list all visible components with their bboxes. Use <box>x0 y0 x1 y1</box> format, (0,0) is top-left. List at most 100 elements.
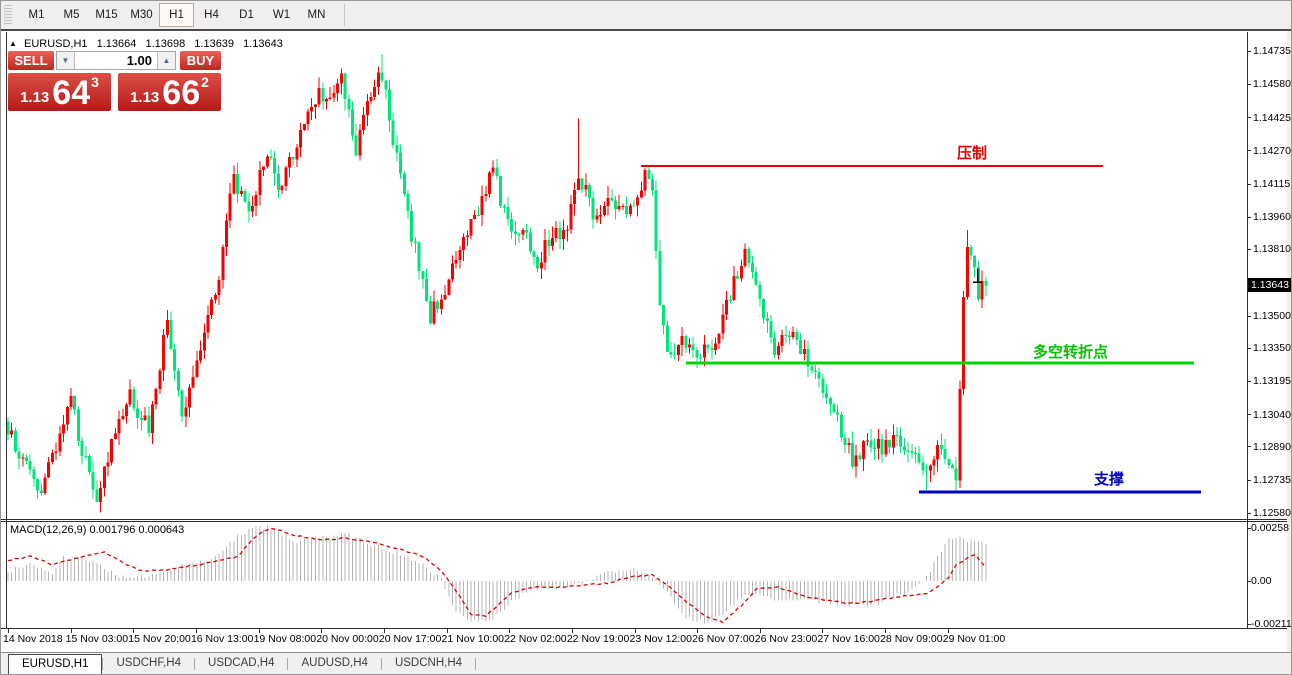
timeframe-button-m15[interactable]: M15 <box>95 9 118 21</box>
time-axis-label: 15 Nov 03:00 <box>65 633 129 645</box>
price-axis-label: 1.13040 <box>1253 408 1291 421</box>
tab-separator <box>194 658 196 670</box>
resistance-annotation-label[interactable]: 压制 <box>957 145 988 162</box>
price-axis-label: 1.14270 <box>1253 144 1291 157</box>
tab-audusd-h4[interactable]: AUDUSD,H4 <box>301 657 368 669</box>
time-axis-label: 27 Nov 16:00 <box>817 633 880 645</box>
time-axis-tick <box>885 629 887 633</box>
sell-button[interactable]: SELL <box>8 51 54 70</box>
chart-background[interactable] <box>1 31 1287 652</box>
panel-divider-top[interactable] <box>1 519 1287 520</box>
annotation-lines[interactable] <box>641 164 1201 494</box>
price-axis-tick <box>1247 446 1251 448</box>
panel-divider-bottom[interactable] <box>1 521 1287 522</box>
toolbar-grip-icon[interactable] <box>4 5 12 25</box>
tab-eurusd-h1[interactable]: EURUSD,H1 <box>8 654 103 674</box>
candlestick-series <box>6 54 988 513</box>
price-axis-label: 1.13810 <box>1253 243 1291 256</box>
time-axis-label: 21 Nov 10:00 <box>441 633 505 645</box>
time-axis-label: 20 Nov 00:00 <box>316 633 379 645</box>
tab-usdcnh-h4[interactable]: USDCNH,H4 <box>394 657 463 669</box>
ask-price-big: 66 <box>162 73 201 112</box>
timeframe-button-h4[interactable]: H4 <box>204 9 219 21</box>
timeframe-button-mn[interactable]: MN <box>307 9 326 21</box>
buy-button[interactable]: BUY <box>180 51 221 70</box>
price-axis-label: 1.14580 <box>1253 78 1291 91</box>
time-axis-tick <box>195 629 197 633</box>
time-axis-label: 28 Nov 09:00 <box>880 633 943 645</box>
chart-symbol-timeframe: EURUSD,H1 <box>23 38 88 50</box>
time-axis-tick <box>70 629 72 633</box>
time-axis-label: 20 Nov 17:00 <box>378 633 442 645</box>
chart-close-value: 1.13643 <box>243 38 283 50</box>
tab-usdchf-h4[interactable]: USDCHF,H4 <box>116 657 182 669</box>
time-axis-label: 14 Nov 2018 <box>3 633 63 645</box>
price-axis-tick <box>1247 183 1251 185</box>
price-axis-label: 1.12580 <box>1253 507 1291 520</box>
tab-separator <box>380 658 382 670</box>
price-axis-label: 1.13350 <box>1253 342 1291 355</box>
chart-low-value: 1.13639 <box>194 38 235 50</box>
timeframe-button-h1[interactable]: H1 <box>159 3 194 27</box>
toolbar-divider <box>1 29 1291 31</box>
time-axis-line <box>1 628 1287 629</box>
time-axis-tick <box>822 629 824 633</box>
time-axis-tick <box>133 629 135 633</box>
price-axis-tick <box>1247 315 1251 317</box>
price-axis-tick <box>1247 83 1251 85</box>
bid-price-prefix: 1.13 <box>20 89 50 106</box>
price-axis-tick <box>1247 150 1251 152</box>
tab-separator <box>475 658 477 670</box>
time-axis-tick <box>697 629 699 633</box>
chart-title: ▲ EURUSD,H1 1.13664 1.13698 1.13639 1.13… <box>9 38 289 50</box>
macd-indicator-canvas[interactable] <box>6 522 1247 628</box>
price-axis-tick <box>1247 512 1251 514</box>
volume-decrease-arrow-icon[interactable]: ▼ <box>57 52 75 69</box>
macd-axis-label: 0.00 <box>1251 575 1272 587</box>
bid-price-button[interactable]: 1.13 64 3 <box>8 73 111 111</box>
price-axis-label: 1.14425 <box>1253 111 1291 124</box>
timeframe-button-m5[interactable]: M5 <box>63 9 80 21</box>
time-axis-tick <box>509 629 511 633</box>
tab-separator <box>102 658 104 670</box>
candlestick-chart-canvas[interactable] <box>6 32 1247 519</box>
price-axis-tick <box>1247 248 1251 250</box>
volume-input[interactable] <box>75 52 157 69</box>
price-axis-label: 1.13500 <box>1253 310 1291 323</box>
time-axis-label: 15 Nov 20:00 <box>128 633 191 645</box>
volume-increase-arrow-icon[interactable]: ▲ <box>157 52 175 69</box>
macd-indicator-label: MACD(12,26,9) 0.001796 0.000643 <box>10 524 185 536</box>
timeframe-button-w1[interactable]: W1 <box>272 9 291 21</box>
time-axis-label: 29 Nov 01:00 <box>942 633 1006 645</box>
collapse-triangle-icon[interactable]: ▲ <box>9 39 17 48</box>
current-price-tag: 1.13643 <box>1248 278 1291 292</box>
pivot-annotation-label[interactable]: 多空转折点 <box>1033 344 1109 361</box>
time-axis-tick <box>321 629 323 633</box>
time-axis-label: 16 Nov 13:00 <box>190 633 254 645</box>
toolbar-separator <box>344 4 345 26</box>
time-axis-tick <box>8 629 9 633</box>
ask-price-button[interactable]: 1.13 66 2 <box>118 73 221 111</box>
chart-left-border <box>6 32 7 628</box>
price-axis-tick <box>1247 117 1251 119</box>
current-bar-marker <box>972 268 982 284</box>
timeframe-button-m1[interactable]: M1 <box>28 9 45 21</box>
macd-axis-tick <box>1247 580 1251 582</box>
support-annotation-label[interactable]: 支撑 <box>1094 471 1125 488</box>
price-axis-line <box>1247 32 1248 628</box>
timeframe-button-d1[interactable]: D1 <box>239 9 254 21</box>
price-axis-label: 1.14115 <box>1253 178 1291 191</box>
price-axis-tick <box>1247 479 1251 481</box>
time-axis-tick <box>571 629 573 633</box>
time-axis-tick <box>258 629 260 633</box>
price-axis-label: 1.14735 <box>1253 45 1291 57</box>
tab-separator <box>287 658 289 670</box>
tab-usdcad-h4[interactable]: USDCAD,H4 <box>208 657 275 669</box>
time-axis-tick <box>947 629 949 633</box>
price-axis-tick <box>1247 414 1251 416</box>
macd-axis-tick <box>1247 623 1251 625</box>
timeframe-button-m30[interactable]: M30 <box>130 9 153 21</box>
time-axis-tick <box>759 629 761 633</box>
price-axis-label: 1.12735 <box>1253 474 1291 487</box>
macd-axis-label: -0.002116 <box>1251 618 1292 631</box>
